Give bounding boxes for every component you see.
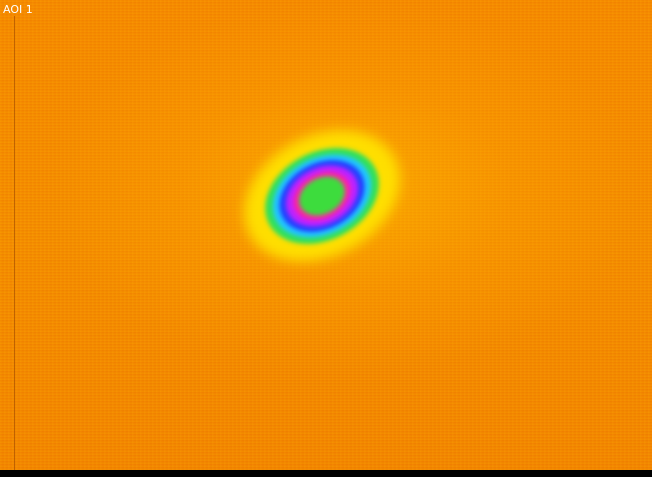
beam-core [299,176,345,216]
bottom-strip [0,470,652,477]
aoi-left-edge [14,16,15,470]
aoi-label: AOI 1 [3,3,33,16]
